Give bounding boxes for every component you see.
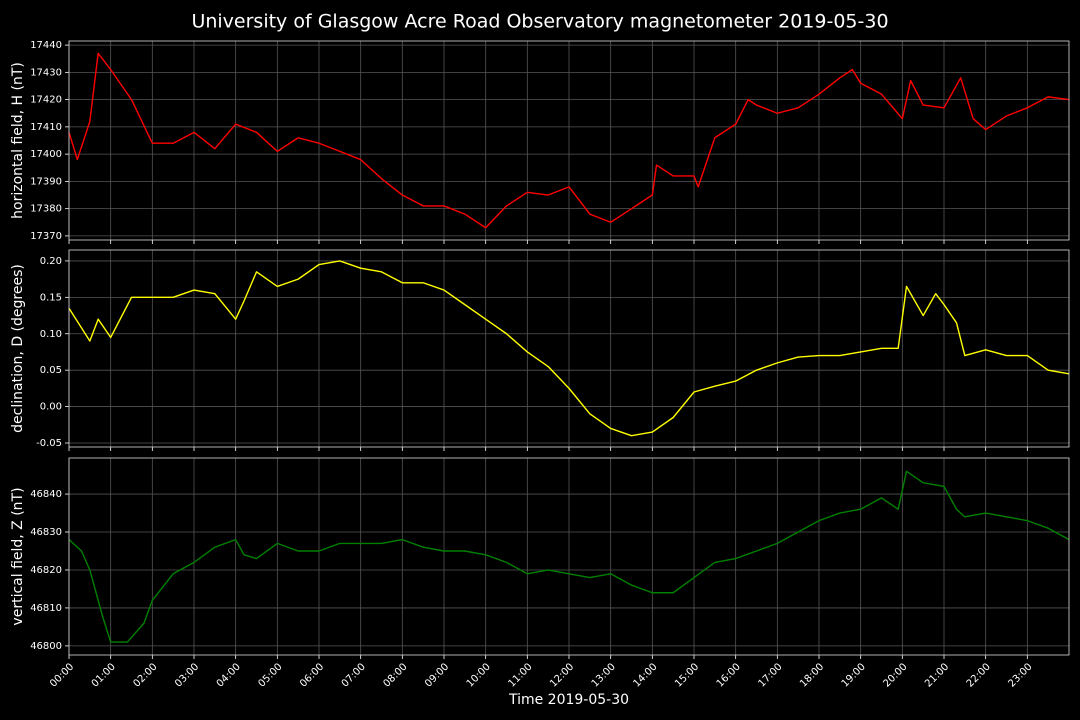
y-tick-label: 0.10 — [40, 329, 62, 340]
y-tick-label: 17420 — [30, 95, 62, 106]
chart-title: University of Glasgow Acre Road Observat… — [191, 11, 888, 33]
y-tick-label: 17440 — [30, 40, 62, 51]
y-tick-label: -0.05 — [36, 438, 62, 449]
y-axis-label: vertical field, Z (nT) — [10, 487, 26, 625]
y-axis-label: horizontal field, H (nT) — [10, 62, 26, 219]
y-tick-label: 46820 — [30, 565, 62, 576]
y-axis-label: declination, D (degrees) — [10, 264, 26, 433]
y-tick-label: 0.05 — [40, 365, 62, 376]
y-tick-label: 46840 — [30, 489, 62, 500]
y-tick-label: 0.00 — [40, 402, 62, 413]
x-axis-label: Time 2019-05-30 — [508, 692, 629, 708]
data-line — [68, 470, 1070, 643]
y-tick-label: 17380 — [30, 204, 62, 215]
data-line — [68, 52, 1070, 229]
y-tick-label: 46800 — [30, 641, 62, 652]
data-line — [68, 260, 1070, 437]
plot-frame — [68, 40, 1070, 241]
y-tick-label: 46830 — [30, 527, 62, 538]
plot-frame — [68, 457, 1070, 656]
y-tick-label: 0.20 — [40, 256, 62, 267]
y-tick-label: 17370 — [30, 231, 62, 242]
y-tick-label: 17390 — [30, 176, 62, 187]
y-tick-label: 17430 — [30, 67, 62, 78]
y-tick-label: 17400 — [30, 149, 62, 160]
plot-frame — [68, 249, 1070, 448]
y-tick-label: 46810 — [30, 603, 62, 614]
y-tick-label: 17410 — [30, 122, 62, 133]
y-tick-label: 0.15 — [40, 292, 62, 303]
